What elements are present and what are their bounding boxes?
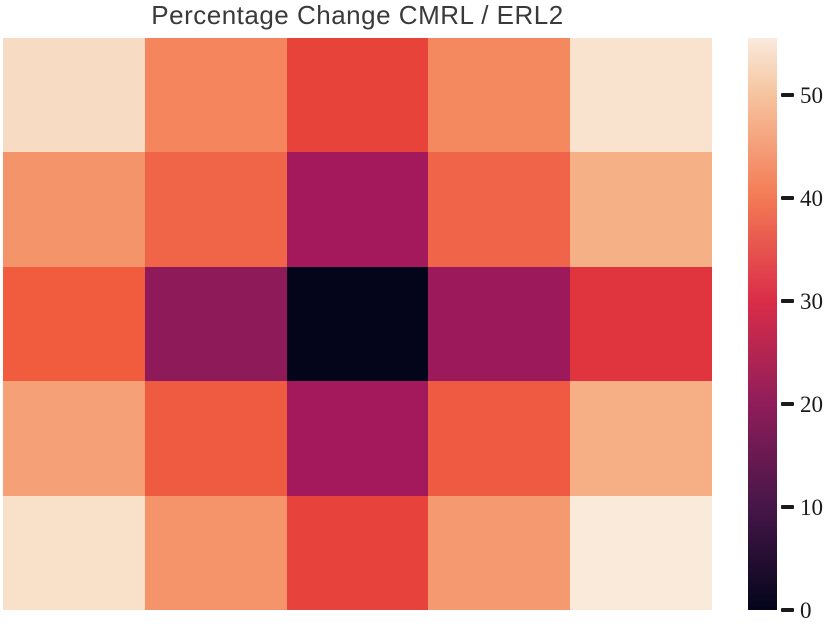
chart-title: Percentage Change CMRL / ERL2 xyxy=(151,0,564,30)
heatmap-cell-r4-c2 xyxy=(286,495,429,610)
heatmap-cell-r0-c4 xyxy=(570,38,712,153)
colorbar-tick-mark-10 xyxy=(781,504,794,509)
heatmap-cell-r4-c4 xyxy=(570,495,712,610)
heatmap-cell-r1-c3 xyxy=(428,152,571,267)
heatmap-cell-r2-c2 xyxy=(286,266,429,382)
colorbar-tick-label-40: 40 xyxy=(800,185,823,211)
heatmap-grid xyxy=(3,38,712,610)
heatmap-cell-r1-c2 xyxy=(286,152,429,267)
heatmap-cell-r4-c0 xyxy=(3,495,145,610)
colorbar-tick-label-0: 0 xyxy=(800,598,812,623)
colorbar-tick-label-30: 30 xyxy=(800,288,823,314)
colorbar-tick-label-20: 20 xyxy=(800,391,823,417)
heatmap-cell-r1-c4 xyxy=(570,152,712,267)
heatmap-cell-r4-c1 xyxy=(144,495,287,610)
colorbar-tick-mark-20 xyxy=(781,401,794,406)
heatmap-cell-r2-c0 xyxy=(3,266,145,382)
colorbar xyxy=(748,38,777,610)
heatmap-cell-r3-c2 xyxy=(286,381,429,496)
colorbar-tick-mark-0 xyxy=(781,608,794,612)
heatmap-cell-r2-c4 xyxy=(570,266,712,382)
heatmap-cell-r3-c4 xyxy=(570,381,712,496)
heatmap-cell-r3-c3 xyxy=(428,381,571,496)
colorbar-tick-label-10: 10 xyxy=(800,494,823,520)
colorbar-tick-mark-50 xyxy=(781,92,794,97)
heatmap-cell-r3-c0 xyxy=(3,381,145,496)
heatmap-cell-r4-c3 xyxy=(428,495,571,610)
heatmap-cell-r0-c1 xyxy=(144,38,287,153)
heatmap-cell-r2-c1 xyxy=(144,266,287,382)
heatmap-cell-r2-c3 xyxy=(428,266,571,382)
heatmap-cell-r3-c1 xyxy=(144,381,287,496)
colorbar-tick-mark-40 xyxy=(781,195,794,200)
heatmap-cell-r1-c0 xyxy=(3,152,145,267)
colorbar-tick-label-50: 50 xyxy=(800,82,823,108)
heatmap-cell-r0-c0 xyxy=(3,38,145,153)
heatmap-cell-r0-c2 xyxy=(286,38,429,153)
heatmap-cell-r0-c3 xyxy=(428,38,571,153)
colorbar-tick-mark-30 xyxy=(781,298,794,303)
heatmap-cell-r1-c1 xyxy=(144,152,287,267)
